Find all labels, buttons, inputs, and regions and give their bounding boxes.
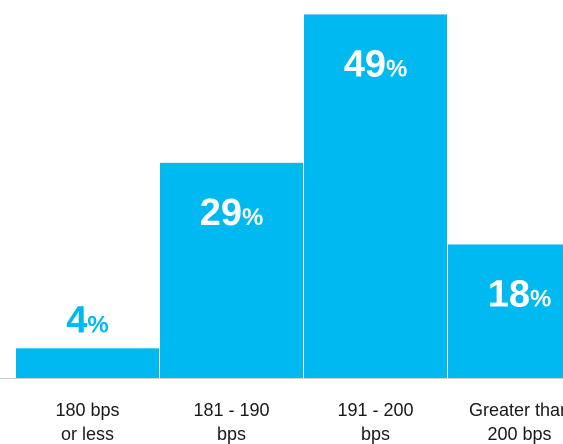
bars-group bbox=[16, 14, 563, 378]
category-label-1: 180 bps or less bbox=[55, 400, 119, 444]
bar-1 bbox=[16, 348, 159, 378]
data-label-2: 29% bbox=[200, 192, 264, 234]
bar-4 bbox=[448, 244, 563, 378]
category-labels-group: 180 bps or less 181 - 190 bps 191 - 200 bps Gr… bbox=[55, 400, 563, 444]
data-label-3: 49% bbox=[344, 43, 408, 85]
bar-3 bbox=[304, 14, 447, 378]
category-label-3: 191 - 200 bps bbox=[337, 400, 413, 444]
data-label-4: 18% bbox=[488, 273, 552, 315]
category-label-2: 181 - 190 bps bbox=[193, 400, 269, 444]
data-label-1: 4% bbox=[66, 299, 108, 341]
bar-2 bbox=[160, 162, 303, 378]
data-labels-group: 4% 29% 49% 18% bbox=[66, 43, 551, 341]
category-label-4: Greater than 200 bps bbox=[469, 400, 563, 444]
